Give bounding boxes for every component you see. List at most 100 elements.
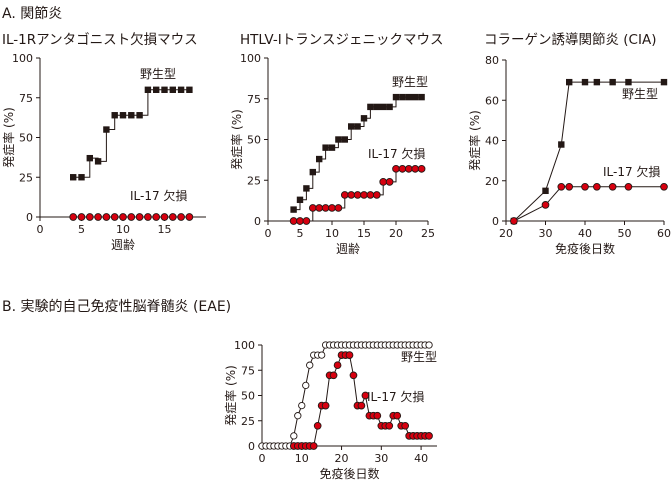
data-point-square [70, 174, 77, 181]
series-line [513, 186, 664, 222]
data-point-square [119, 112, 127, 119]
data-point-red-circle [401, 421, 410, 430]
x-tick-label: 20 [389, 227, 403, 240]
y-tick-label: 50 [241, 390, 255, 403]
series-il17-knockout: IL-17 欠損 [289, 351, 433, 450]
series-il17-knockout: IL-17 欠損 [510, 164, 668, 225]
data-point-red-circle [417, 164, 426, 173]
section-label-b: B. 実験的自己免疫性脳脊髄炎 (EAE) [2, 299, 232, 315]
data-point-red-circle [329, 371, 338, 380]
chart-title-htlv: HTLV-Iトランスジェニックマウス [240, 32, 444, 48]
data-point-red-circle [379, 178, 388, 186]
y-axis-label: 発症率 (%) [229, 109, 244, 170]
series-line [73, 89, 190, 178]
data-point-square [625, 78, 632, 86]
data-point-square [111, 112, 118, 119]
y-tick-label: 100 [234, 339, 255, 352]
y-tick-label: 20 [485, 175, 499, 188]
chart-title-cia: コラーゲン誘導関節炎 (CIA) [484, 32, 657, 48]
data-point-square [542, 187, 549, 195]
data-point-red-circle [565, 182, 574, 191]
data-point-red-circle [313, 421, 322, 430]
data-point-square [153, 86, 160, 93]
data-point-red-circle [102, 213, 111, 221]
data-point-square [380, 103, 387, 111]
series-il17-knockout: IL-17 欠損 [69, 188, 194, 221]
data-point-square [169, 86, 176, 93]
y-tick-label: 100 [12, 52, 33, 65]
series-label: 野生型 [140, 67, 176, 81]
data-point-square [418, 93, 425, 101]
data-point-square [328, 144, 336, 151]
data-point-red-circle [541, 201, 550, 209]
data-point-red-circle [660, 182, 668, 191]
data-point-square [660, 78, 668, 86]
series-label: 野生型 [392, 75, 428, 89]
data-point-square [405, 93, 412, 101]
data-point-square [386, 103, 393, 111]
data-point-square [136, 112, 143, 119]
data-point-red-circle [592, 182, 601, 191]
chart-htlv-transgenic: 0 5 10 15 20 25 0 25 50 75 100 週齢 発症率 (%) 野生型 IL-17 欠損 [229, 52, 435, 256]
y-tick-label: 25 [19, 171, 33, 184]
data-point-open-circle [306, 361, 314, 369]
data-point-square [78, 174, 85, 181]
data-point-red-circle [581, 182, 589, 191]
y-tick-label: 50 [247, 134, 261, 147]
data-point-red-circle [385, 421, 394, 430]
data-point-red-circle [315, 204, 324, 212]
data-point-open-circle [298, 401, 306, 410]
data-point-square [348, 123, 355, 130]
data-point-square [354, 123, 361, 130]
x-tick-label: 0 [259, 452, 266, 465]
data-point-red-circle [309, 442, 318, 450]
x-tick-label: 10 [116, 223, 130, 236]
data-point-red-circle [177, 213, 185, 221]
data-point-red-circle [160, 213, 169, 221]
data-point-square [86, 154, 93, 162]
data-point-square [316, 155, 323, 163]
y-tick-label: 80 [485, 54, 499, 67]
y-tick-label: 50 [19, 132, 33, 145]
series-label: IL-17 欠損 [603, 164, 660, 179]
x-tick-label: 10 [325, 227, 339, 240]
data-point-red-circle [340, 191, 349, 199]
data-point-red-circle [94, 213, 102, 221]
data-point-red-circle [328, 204, 336, 212]
y-tick-label: 75 [241, 364, 255, 377]
data-point-red-circle [372, 191, 381, 199]
data-point-red-circle [127, 213, 136, 221]
series-line [293, 96, 422, 211]
data-point-red-circle [345, 351, 354, 359]
series-label: IL-17 欠損 [130, 188, 187, 203]
x-axis-label: 免疫後日数 [555, 241, 615, 256]
data-point-red-circle [425, 432, 433, 440]
data-point-red-circle [624, 182, 633, 191]
data-point-square [335, 136, 342, 143]
data-point-red-circle [77, 213, 86, 221]
data-point-square [128, 112, 135, 119]
data-point-square [360, 115, 368, 122]
series-label: 野生型 [622, 87, 658, 101]
x-tick-label: 20 [499, 227, 513, 240]
data-point-red-circle [152, 213, 161, 221]
data-point-square [593, 78, 601, 86]
data-point-open-circle [318, 351, 326, 359]
chart-eae: 0 10 20 30 40 0 25 50 75 100 免疫後日数 発症率 (%) 野生型 IL-17 … [223, 339, 437, 481]
data-point-red-circle [411, 164, 420, 173]
data-point-red-circle [608, 182, 617, 191]
data-point-red-circle [168, 213, 177, 221]
x-tick-label: 30 [374, 452, 388, 465]
data-point-red-circle [385, 178, 394, 186]
data-point-red-circle [296, 217, 304, 225]
y-tick-label: 60 [485, 94, 499, 107]
y-axis-label: 発症率 (%) [1, 107, 16, 168]
data-point-red-circle [333, 361, 342, 370]
data-point-red-circle [360, 191, 368, 199]
data-point-square [94, 158, 102, 165]
x-tick-label: 40 [414, 452, 428, 465]
series-line [513, 81, 664, 222]
data-point-red-circle [321, 204, 330, 212]
chart-il1ra-knockout: 0 5 10 15 0 25 50 75 100 週齢 発症率 (%) 野生型 IL-17 欠損 [1, 52, 206, 252]
